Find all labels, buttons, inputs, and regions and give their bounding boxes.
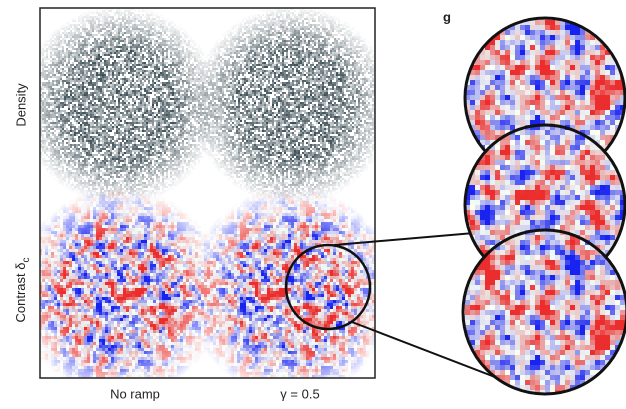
figure: g Density Contrast δc No ramp γ = 0.5 — [13, 7, 626, 401]
